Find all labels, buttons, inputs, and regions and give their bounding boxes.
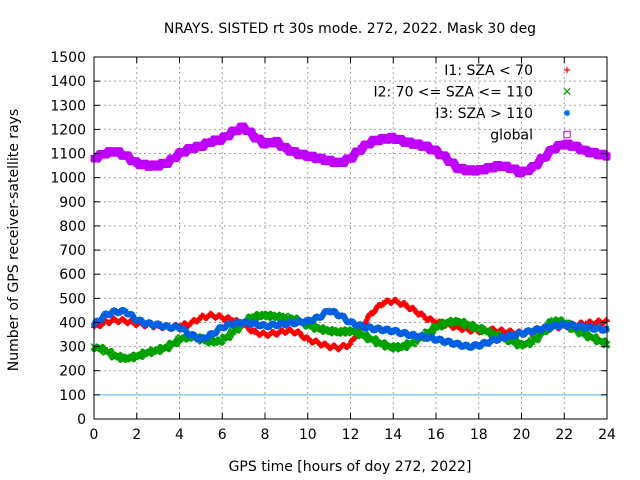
x-tick-label: 22 — [555, 427, 573, 443]
sample-mark-i1 — [603, 316, 610, 323]
x-tick-label: 16 — [427, 427, 445, 443]
legend-label-global: global — [490, 128, 533, 144]
x-tick-label: 14 — [384, 427, 402, 443]
y-tick-label: 800 — [59, 219, 86, 235]
y-tick-label: 1000 — [50, 171, 86, 187]
x-tick-label: 2 — [132, 427, 141, 443]
y-tick-label: 1400 — [50, 74, 86, 90]
chart-title: NRAYS. SISTED rt 30s mode. 272, 2022. Ma… — [164, 21, 536, 37]
legend-marker-i1 — [563, 66, 571, 74]
x-tick-label: 18 — [470, 427, 488, 443]
y-tick-label: 200 — [59, 364, 86, 380]
tick-layer: 0 2 4 6 8 10 12 14 16 18 20 22 240100200300400500600… — [50, 50, 616, 443]
y-tick-label: 1200 — [50, 122, 86, 138]
y-tick-label: 1300 — [50, 98, 86, 114]
y-tick-label: 0 — [77, 412, 86, 428]
legend-label-i2: I2: 70 <= SZA <= 110 — [373, 85, 533, 101]
x-tick-label: 4 — [175, 427, 184, 443]
y-tick-label: 700 — [59, 243, 86, 259]
series-global — [90, 122, 611, 178]
x-tick-label: 10 — [299, 427, 317, 443]
y-axis-label: Number of GPS receiver-satellite rays — [6, 109, 22, 371]
y-tick-label: 300 — [59, 340, 86, 356]
sample-mark-global — [602, 153, 610, 161]
y-tick-label: 100 — [59, 388, 86, 404]
x-tick-label: 8 — [261, 427, 270, 443]
legend-marker-global — [563, 130, 571, 139]
x-tick-label: 24 — [598, 427, 616, 443]
legend-label-i3: I3: SZA > 110 — [435, 106, 533, 122]
y-tick-label: 1100 — [50, 147, 86, 163]
legend: I1: SZA < 70 I2: 70 <= SZA <= 110 I3: SZA … — [373, 63, 571, 144]
y-tick-label: 900 — [59, 195, 86, 211]
sample-mark-global — [450, 160, 458, 168]
legend-marker-i2 — [563, 87, 571, 96]
x-axis-label: GPS time [hours of doy 272, 2022] — [229, 459, 472, 475]
y-tick-label: 500 — [59, 291, 86, 307]
x-tick-label: 20 — [513, 427, 531, 443]
y-tick-label: 1500 — [50, 50, 86, 66]
sample-mark-global — [601, 151, 609, 159]
legend-label-i1: I1: SZA < 70 — [444, 63, 533, 79]
series-i3 — [91, 306, 610, 351]
sample-mark-global — [601, 152, 609, 160]
y-tick-label: 600 — [59, 267, 86, 283]
x-tick-label: 12 — [342, 427, 360, 443]
sample-mark-i2 — [602, 341, 610, 349]
x-tick-label: 6 — [218, 427, 227, 443]
data-layer — [90, 122, 611, 364]
x-tick-label: 0 — [90, 427, 99, 443]
legend-marker-i3 — [563, 109, 571, 117]
y-tick-label: 400 — [59, 315, 86, 331]
sample-mark-i3 — [603, 325, 610, 332]
